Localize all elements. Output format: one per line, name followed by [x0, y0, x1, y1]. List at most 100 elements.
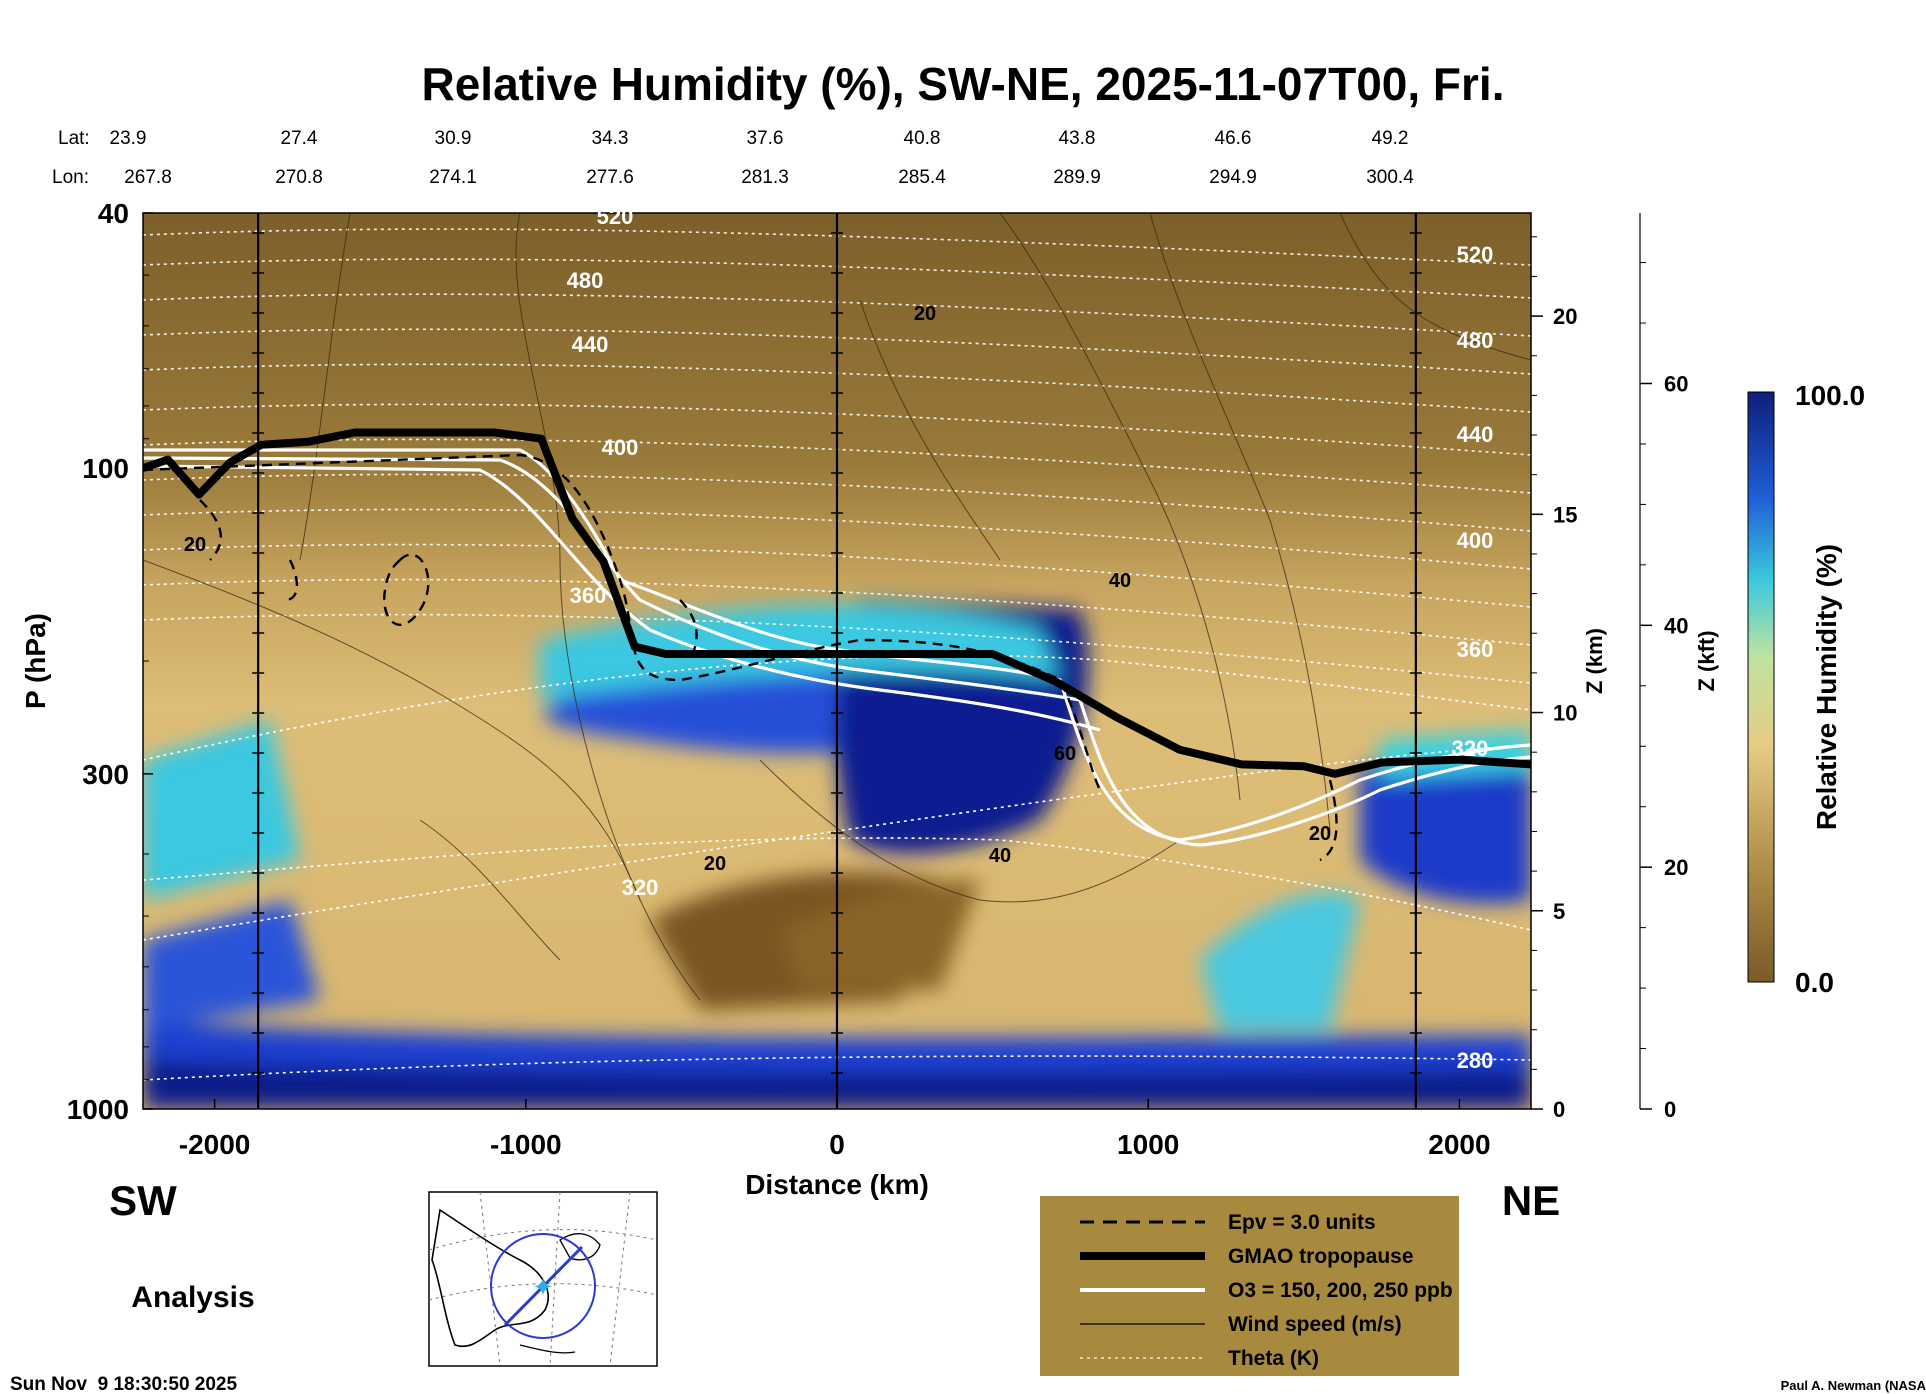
lon-value: 270.8: [275, 167, 323, 188]
wind-line: [859, 299, 1001, 561]
x-tick-label: 1000: [1117, 1129, 1179, 1160]
ne-label: NE: [1502, 1177, 1560, 1224]
wind-label: 20: [184, 534, 206, 556]
theta-label: 480: [567, 268, 604, 293]
x-tick-label: -1000: [490, 1129, 562, 1160]
lon-value: 294.9: [1209, 167, 1257, 188]
wind-line: [143, 559, 641, 901]
colorbar-gradient: [1747, 391, 1775, 983]
lon-value: 289.9: [1053, 167, 1101, 188]
theta-label: 520: [597, 204, 634, 229]
wind-line: [759, 759, 1181, 903]
theta-line: [143, 258, 1531, 299]
x-tick-label: 0: [829, 1129, 845, 1160]
z-km-tick-label: 10: [1553, 701, 1577, 726]
wind-contours: [143, 213, 1531, 1001]
theta-line: [143, 744, 1531, 941]
lat-value: 43.8: [1059, 128, 1096, 149]
theta-line: [143, 403, 1531, 456]
lon-value: 277.6: [586, 167, 634, 188]
legend-box: [1040, 1196, 1459, 1376]
lat-value: 49.2: [1372, 128, 1409, 149]
legend-label: Wind speed (m/s): [1228, 1313, 1402, 1336]
x-axis-label: Distance (km): [745, 1169, 929, 1200]
theta-line: [143, 578, 1531, 646]
credit: Paul A. Newman (NASA: [1781, 1378, 1926, 1393]
y-axis-label: P (hPa): [20, 613, 51, 709]
legend-label: Epv = 3.0 units: [1228, 1211, 1376, 1234]
lat-value: 40.8: [904, 128, 941, 149]
lon-value: 300.4: [1366, 167, 1414, 188]
ozone-line: [143, 456, 1531, 847]
lon-value: 281.3: [741, 167, 789, 188]
colorbar-min: 0.0: [1795, 967, 1834, 998]
lon-value: 274.1: [429, 167, 477, 188]
wind-label: 60: [1054, 743, 1076, 765]
wind-line: [999, 213, 1241, 801]
contour-labels: 520 480 440 400 360 320 520 480 440 400 360 320 280 2…: [184, 204, 1493, 1073]
z-kft-axis-label: Z (kft): [1694, 630, 1719, 691]
wind-line: [419, 819, 561, 961]
theta-line: [143, 613, 1531, 684]
colorbar-max: 100.0: [1795, 380, 1865, 411]
z-kft-tick-label: 60: [1664, 371, 1688, 396]
center-star-icon: ✦: [532, 1272, 554, 1302]
theta-label: 480: [1457, 328, 1494, 353]
colorbar: 100.0 0.0 Relative Humidity (%): [1747, 380, 1865, 998]
epv-line: [383, 553, 430, 626]
wind-line: [299, 213, 351, 561]
colorbar-label: Relative Humidity (%): [1811, 544, 1842, 830]
range-circle-icon: [490, 1233, 596, 1339]
theta-label: 520: [1457, 242, 1494, 267]
z-kft-tick-label: 20: [1664, 855, 1688, 880]
z-km-tick-label: 5: [1553, 899, 1565, 924]
z-kft-tick-label: 0: [1664, 1097, 1676, 1122]
theta-line: [143, 328, 1531, 375]
theta-label: 360: [1457, 637, 1494, 662]
epv-line: [199, 499, 222, 561]
theta-line: [143, 473, 1531, 532]
z-kft-tick-label: 40: [1664, 613, 1688, 638]
theta-line: [143, 508, 1531, 570]
epv-line: [284, 559, 299, 602]
station-lines: [252, 213, 1422, 1109]
lat-value: 23.9: [110, 128, 147, 149]
lat-label: Lat:: [58, 128, 90, 149]
theta-line: [143, 1055, 1531, 1081]
wind-line: [1339, 213, 1531, 361]
x-tick-label: -2000: [179, 1129, 251, 1160]
y-tick-label: 100: [82, 453, 129, 484]
inset-map: ✦: [428, 1191, 658, 1367]
plot-area: 520 480 440 400 360 320 520 480 440 400 360 320 280 2…: [142, 204, 1532, 1110]
theta-line: [143, 837, 1531, 931]
y-tick-label: 1000: [67, 1094, 129, 1125]
run-label: Analysis: [131, 1281, 254, 1314]
theta-label: 440: [572, 332, 609, 357]
legend: Epv = 3.0 units GMAO tropopause O3 = 150, …: [1040, 1196, 1459, 1376]
legend-label: O3 = 150, 200, 250 ppb: [1228, 1279, 1453, 1302]
legend-label: Theta (K): [1228, 1347, 1319, 1370]
theta-label: 400: [602, 435, 639, 460]
lat-value: 30.9: [435, 128, 472, 149]
lat-value: 37.6: [747, 128, 784, 149]
z-km-axis-label: Z (km): [1582, 628, 1607, 694]
lat-value: 34.3: [592, 128, 629, 149]
theta-label: 320: [1452, 736, 1489, 761]
theta-line: [143, 228, 1531, 266]
epv-line: [1319, 779, 1338, 862]
wind-label: 20: [1309, 823, 1331, 845]
theta-line: [143, 293, 1531, 337]
sw-label: SW: [109, 1177, 177, 1224]
wind-line: [1149, 213, 1331, 831]
lat-value: 27.4: [281, 128, 318, 149]
y-tick-label: 40: [98, 198, 129, 229]
lon-value: 285.4: [898, 167, 946, 188]
wind-label: 40: [989, 845, 1011, 867]
x-tick-label: 2000: [1428, 1129, 1490, 1160]
ozone-line: [143, 464, 1101, 732]
theta-label: 360: [570, 583, 607, 608]
lat-value: 46.6: [1215, 128, 1252, 149]
z-km-tick-label: 20: [1553, 304, 1577, 329]
epv-line: [143, 453, 1102, 791]
